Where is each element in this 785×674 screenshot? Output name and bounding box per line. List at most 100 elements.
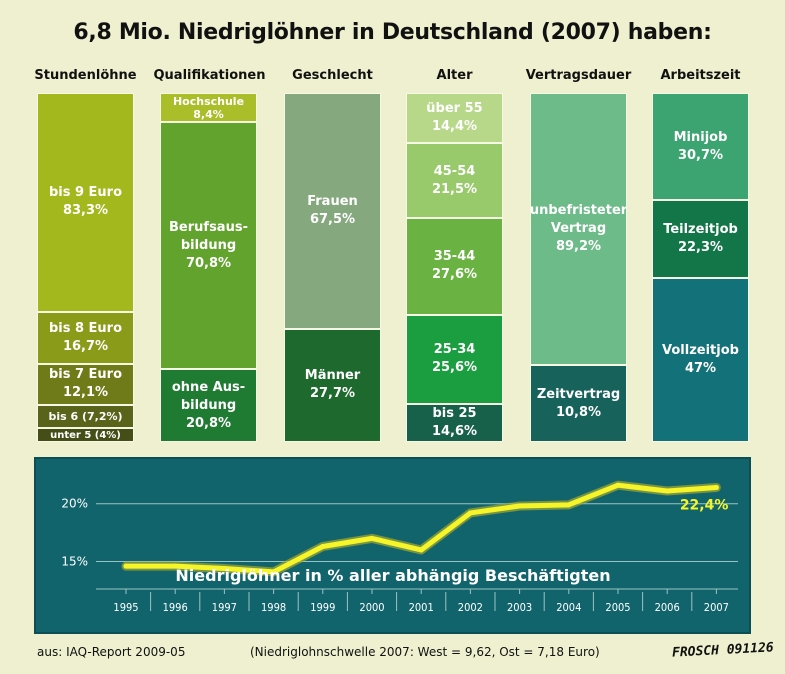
x-tick-label: 2001 xyxy=(409,601,434,614)
segment-value: 30,7% xyxy=(677,147,724,163)
segment-stundenl-hne-3: bis 6 (7,2%) xyxy=(37,404,134,429)
segment-value: 67,5% xyxy=(309,211,356,227)
segment-value2: 20,8% xyxy=(185,415,232,431)
segment-label: unter 5 (4%) xyxy=(50,429,121,441)
segment-label: Hochschule xyxy=(172,94,245,108)
segment-label: Minijob xyxy=(673,129,728,145)
segment-value: 14,6% xyxy=(431,423,478,439)
segment-label: bis 8 Euro xyxy=(48,320,123,336)
segment-alter-1: 45-54 21,5% xyxy=(406,143,503,219)
segment-vertragsdauer-1: Zeitvertrag 10,8% xyxy=(530,365,627,442)
segment-value: 83,3% xyxy=(62,203,109,219)
threshold-note: (Niedriglohnschwelle 2007: West = 9,62, … xyxy=(250,645,600,659)
segment-label: 25-34 xyxy=(433,342,476,358)
data-point-2003 xyxy=(517,503,523,509)
segment-geschlecht-1: Männer 27,7% xyxy=(284,328,381,442)
column-heading-qualifikationen: Qualifikationen xyxy=(153,68,266,83)
segment-value2: 70,8% xyxy=(185,255,232,271)
segment-qualifikationen-2: ohne Aus-bildung 20,8% xyxy=(160,369,257,442)
segment-label: Zeitvertrag xyxy=(536,386,621,402)
segment-value: 47% xyxy=(684,360,717,376)
segment-qualifikationen-1: Berufsaus-bildung 70,8% xyxy=(160,122,257,370)
y-tick-label: 20% xyxy=(61,497,88,511)
x-tick-label: 2007 xyxy=(704,601,729,614)
data-point-1997 xyxy=(221,565,227,571)
data-point-1996 xyxy=(172,563,178,569)
column-heading-vertragsdauer: Vertragsdauer xyxy=(525,68,632,83)
segment-alter-4: bis 25 14,6% xyxy=(406,403,503,442)
segment-value: 27,7% xyxy=(309,386,356,402)
segment-qualifikationen-0: Hochschule 8,4% xyxy=(160,93,257,123)
segment-value: 27,6% xyxy=(431,267,478,283)
x-tick-label: 2000 xyxy=(359,601,384,614)
segment-arbeitszeit-1: Teilzeitjob 22,3% xyxy=(652,200,749,278)
segment-arbeitszeit-0: Minijob 30,7% xyxy=(652,93,749,201)
series-line-shadow xyxy=(121,480,721,577)
segment-label: Frauen xyxy=(307,193,358,209)
y-tick-label: 15% xyxy=(61,555,88,569)
column-heading-arbeitszeit: Arbeitszeit xyxy=(660,68,741,83)
x-tick-label: 1999 xyxy=(310,601,335,614)
data-point-2007 xyxy=(713,485,719,491)
segment-label: bis 25 xyxy=(432,405,477,421)
segment-label: Berufsaus- xyxy=(169,219,248,235)
segment-value: 10,8% xyxy=(555,404,602,420)
segment-value: 14,4% xyxy=(431,119,478,135)
trend-panel: 15% 20% 1995 1996 1997 1998 1999 2000 2001 2002 20… xyxy=(34,457,751,634)
data-point-2004 xyxy=(566,502,572,508)
series-line xyxy=(123,482,719,575)
segment-geschlecht-0: Frauen 67,5% xyxy=(284,93,381,329)
end-value-label: 22,4% xyxy=(680,498,729,514)
segment-label: 45-54 xyxy=(433,163,476,179)
segment-value: 21,5% xyxy=(431,181,478,197)
column-heading-alter: Alter xyxy=(436,68,473,83)
x-tick-label: 2006 xyxy=(655,601,680,614)
data-point-2005 xyxy=(615,482,621,488)
segment-value2: 89,2% xyxy=(555,239,602,255)
segment-label: Männer xyxy=(304,368,361,384)
data-point-2001 xyxy=(418,547,424,553)
segment-label: Vollzeitjob xyxy=(662,342,739,358)
x-tick-label: 1997 xyxy=(212,601,237,614)
segment-alter-0: über 55 14,4% xyxy=(406,93,503,144)
segment-stundenl-hne-0: bis 9 Euro 83,3% xyxy=(37,93,134,312)
trend-chart-caption: Niedriglöhner in % aller abhängig Beschä… xyxy=(175,566,610,585)
segment-alter-2: 35-44 27,6% xyxy=(406,218,503,315)
x-tick-label: 1998 xyxy=(261,601,286,614)
source-note: aus: IAQ-Report 2009-05 xyxy=(37,645,186,659)
segment-label: bis 9 Euro xyxy=(48,185,123,201)
data-point-1998 xyxy=(271,569,277,575)
segment-stundenl-hne-1: bis 8 Euro 16,7% xyxy=(37,311,134,364)
x-tick-label: 2002 xyxy=(458,601,483,614)
segment-label: bis 7 Euro xyxy=(48,367,123,383)
segment-label: bis 6 (7,2%) xyxy=(48,409,123,423)
segment-value: 8,4% xyxy=(193,107,224,121)
segment-label: 35-44 xyxy=(433,249,476,265)
segment-value: 16,7% xyxy=(62,338,109,354)
x-tick-label: 2005 xyxy=(605,601,630,614)
segment-alter-3: 25-34 25,6% xyxy=(406,314,503,404)
segment-value: bildung xyxy=(180,397,237,413)
column-heading-stundenl-hne: Stundenlöhne xyxy=(34,68,137,83)
x-tick-label: 1995 xyxy=(113,601,138,614)
artist-signature: FROSCH 091126 xyxy=(671,640,775,661)
trend-line-chart: 15% 20% 1995 1996 1997 1998 1999 2000 2001 2002 20… xyxy=(61,480,738,614)
data-point-2000 xyxy=(369,535,375,541)
segment-label: Teilzeitjob xyxy=(663,222,738,238)
segment-value: 25,6% xyxy=(431,360,478,376)
column-heading-geschlecht: Geschlecht xyxy=(292,68,373,83)
chart-title: 6,8 Mio. Niedriglöhner in Deutschland (2… xyxy=(73,20,712,45)
segment-stundenl-hne-2: bis 7 Euro 12,1% xyxy=(37,363,134,405)
data-point-2006 xyxy=(664,488,670,494)
segment-value: 12,1% xyxy=(62,385,109,401)
segment-vertragsdauer-0: unbefristeter Vertrag 89,2% xyxy=(530,93,627,366)
data-point-1999 xyxy=(320,543,326,549)
segment-stundenl-hne-4: unter 5 (4%) xyxy=(37,428,134,442)
x-tick-label: 1996 xyxy=(163,601,188,614)
segment-value: bildung xyxy=(180,237,237,253)
segment-label: ohne Aus- xyxy=(171,379,246,395)
data-point-2002 xyxy=(467,510,473,516)
segment-label: über 55 xyxy=(426,101,483,117)
data-point-1995 xyxy=(123,563,129,569)
segment-arbeitszeit-2: Vollzeitjob 47% xyxy=(652,277,749,442)
